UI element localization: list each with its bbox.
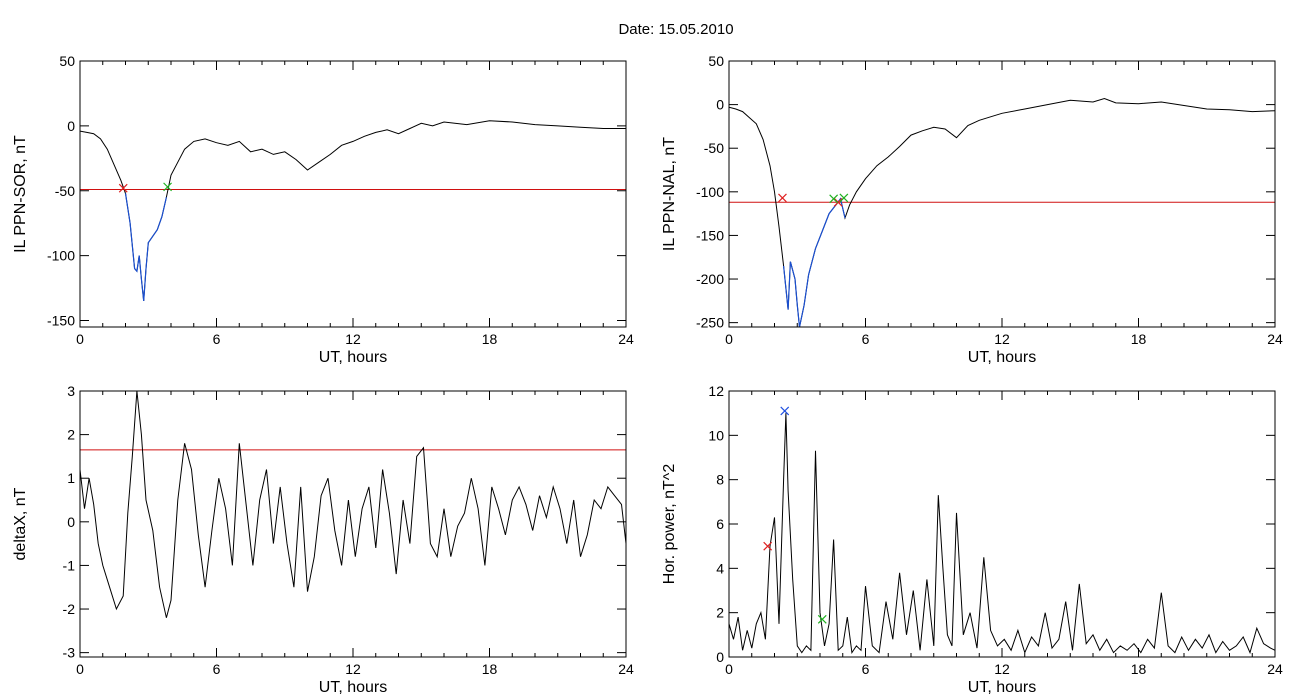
series-line	[80, 120, 626, 302]
x-tick-label: 0	[725, 331, 733, 347]
x-tick-label: 18	[482, 331, 498, 347]
x-tick-label: 18	[482, 661, 498, 677]
y-tick-label: 6	[716, 516, 724, 532]
y-tick-label: -150	[696, 227, 724, 243]
y-tick-label: -2	[63, 601, 76, 617]
x-axis-label: UT, hours	[319, 349, 387, 366]
x-tick-label: 6	[213, 661, 221, 677]
event-marker	[829, 194, 839, 204]
event-marker	[118, 183, 128, 193]
x-tick-label: 12	[345, 661, 361, 677]
y-axis-label: deltaX, nT	[12, 487, 29, 560]
x-tick-label: 0	[725, 661, 733, 677]
series-line	[80, 391, 626, 618]
x-tick-label: 18	[1131, 331, 1147, 347]
chart-title: Date: 15.05.2010	[618, 21, 733, 38]
y-tick-label: 0	[67, 118, 75, 134]
y-tick-label: -50	[704, 140, 724, 156]
panel-p2: 0 6 12 18 24 50 0 -50 -100 -150 -200 -250 UT, hours I…	[661, 53, 1283, 366]
series-line	[729, 97, 1275, 327]
x-tick-label: 12	[345, 331, 361, 347]
x-tick-label: 0	[76, 661, 84, 677]
event-marker	[817, 614, 827, 624]
y-axis-label: IL PPN-NAL, nT	[661, 137, 678, 251]
y-tick-label: 50	[708, 53, 724, 69]
x-tick-label: 24	[1267, 331, 1283, 347]
x-tick-label: 6	[213, 331, 221, 347]
y-tick-label: 4	[716, 560, 724, 576]
event-marker	[780, 406, 790, 416]
x-tick-label: 0	[76, 331, 84, 347]
plot-frame	[728, 60, 1276, 328]
y-tick-label: -150	[47, 313, 75, 329]
event-marker	[763, 541, 773, 551]
x-axis-label: UT, hours	[319, 679, 387, 696]
x-tick-label: 12	[994, 661, 1010, 677]
panel-p1: 0 6 12 18 24 50 0 -50 -100 -150 UT, hours IL PPN-SO…	[12, 53, 634, 366]
plot-frame	[728, 390, 1276, 658]
y-tick-label: -50	[55, 183, 75, 199]
x-tick-label: 24	[618, 331, 634, 347]
x-tick-label: 6	[862, 661, 870, 677]
event-marker	[839, 193, 849, 203]
y-tick-label: -3	[63, 645, 76, 661]
y-tick-label: -1	[63, 557, 76, 573]
y-tick-label: 10	[708, 427, 724, 443]
y-axis-label: IL PPN-SOR, nT	[12, 135, 29, 253]
event-segment-line	[124, 193, 167, 302]
y-tick-label: 1	[67, 470, 75, 486]
series-line	[729, 413, 1275, 655]
y-tick-label: 12	[708, 383, 724, 399]
y-tick-label: 0	[716, 97, 724, 113]
y-tick-label: -200	[696, 271, 724, 287]
y-tick-label: 50	[59, 53, 75, 69]
y-tick-label: -100	[696, 184, 724, 200]
plot-frame	[79, 60, 627, 328]
x-axis-label: UT, hours	[968, 679, 1036, 696]
x-axis-label: UT, hours	[968, 349, 1036, 366]
y-tick-label: -100	[47, 248, 75, 264]
y-tick-label: -250	[696, 315, 724, 331]
y-tick-label: 0	[67, 514, 75, 530]
event-marker	[833, 197, 843, 207]
plot-frame	[79, 390, 627, 658]
y-tick-label: 3	[67, 383, 75, 399]
y-tick-label: 2	[67, 427, 75, 443]
event-marker	[778, 193, 787, 203]
y-tick-label: 8	[716, 472, 724, 488]
x-tick-label: 24	[1267, 661, 1283, 677]
y-tick-label: 0	[716, 649, 724, 665]
y-tick-label: 2	[716, 605, 724, 621]
x-tick-label: 24	[618, 661, 634, 677]
event-segment-line	[783, 197, 846, 327]
x-tick-label: 6	[862, 331, 870, 347]
x-tick-label: 12	[994, 331, 1010, 347]
x-tick-label: 18	[1131, 661, 1147, 677]
y-axis-label: Hor. power, nT^2	[661, 464, 678, 585]
event-marker	[163, 182, 173, 192]
panel-p3: 0 6 12 18 24 3 2 1 0 -1 -2 -3 UT, hours deltaX, nT	[12, 383, 634, 696]
